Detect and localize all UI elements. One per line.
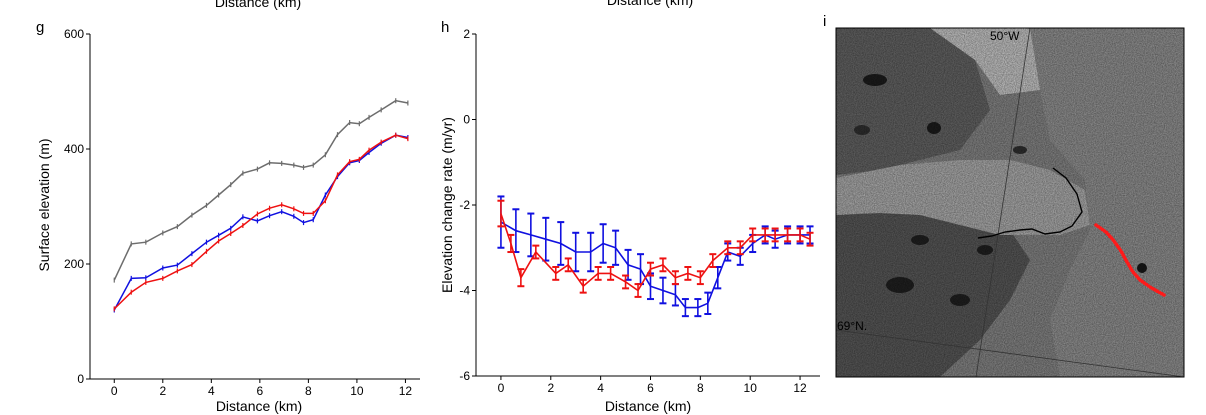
- g-series-line-0: [113, 99, 409, 281]
- h-x-tick-label: 10: [744, 381, 758, 395]
- h-y-tick-label: -2: [459, 198, 470, 212]
- panel-letter-h: h: [441, 19, 449, 36]
- g-x-tick-label: 0: [111, 384, 118, 398]
- g-x-tick-label: 4: [208, 384, 215, 398]
- panel-letter-i: i: [823, 13, 826, 30]
- h-x-tick-label: 12: [793, 381, 807, 395]
- g-y-axis-label: Surface elevation (m): [36, 138, 52, 271]
- parallel-label: 69°N.: [837, 319, 867, 333]
- h-y-tick-label: 0: [463, 113, 470, 127]
- meridian-line: [975, 28, 1031, 377]
- h-y-axis-label: Elevation change rate (m/yr): [439, 117, 455, 293]
- h-y-tick-label: 2: [463, 27, 470, 41]
- h-series-line-0: [500, 221, 810, 309]
- g-y-tick-label: 200: [64, 257, 84, 271]
- g-x-tick-label: 2: [159, 384, 166, 398]
- profile-point: [1162, 293, 1166, 297]
- h-x-tick-label: 2: [547, 381, 554, 395]
- h-x-tick-label: 0: [498, 381, 505, 395]
- terminus-line: [977, 167, 1083, 239]
- g-y-tick-label: 600: [64, 27, 84, 41]
- map-texture: [836, 28, 1184, 377]
- h-y-tick-label: -6: [459, 369, 470, 383]
- g-x-tick-label: 6: [257, 384, 264, 398]
- profile-points: [1094, 223, 1166, 297]
- h-x-tick-label: 8: [697, 381, 704, 395]
- g-series-line-1: [113, 134, 409, 311]
- satellite-map: [836, 28, 1184, 377]
- top-axis-label-h: Distance (km): [607, 0, 693, 8]
- parallel-line: [836, 329, 1184, 377]
- elevation-chart-axes: 0 200 400 600 0 2 4 6 8 10 12: [64, 27, 420, 398]
- change-rate-chart-series: [497, 195, 814, 318]
- g-series-line-2: [113, 134, 409, 310]
- h-series-line-1: [500, 213, 811, 292]
- h-x-axis-label: Distance (km): [605, 398, 691, 414]
- g-x-tick-label: 10: [350, 384, 364, 398]
- panel-letter-g: g: [36, 19, 44, 36]
- g-y-tick-label: 400: [64, 142, 84, 156]
- change-rate-chart-axes: -6 -4 -2 0 2 0 2 4 6 8 10 12: [459, 27, 820, 395]
- h-x-tick-label: 6: [647, 381, 654, 395]
- g-y-tick-label: 0: [77, 372, 84, 386]
- top-axis-label-g: Distance (km): [215, 0, 301, 10]
- meridian-label: 50°W: [990, 29, 1020, 43]
- elevation-chart-series: [113, 98, 409, 313]
- h-x-tick-label: 4: [597, 381, 604, 395]
- g-x-axis-label: Distance (km): [216, 398, 302, 414]
- g-x-tick-label: 12: [399, 384, 413, 398]
- map-frame: [835, 27, 1185, 378]
- g-x-tick-label: 8: [305, 384, 312, 398]
- h-y-tick-label: -4: [459, 284, 470, 298]
